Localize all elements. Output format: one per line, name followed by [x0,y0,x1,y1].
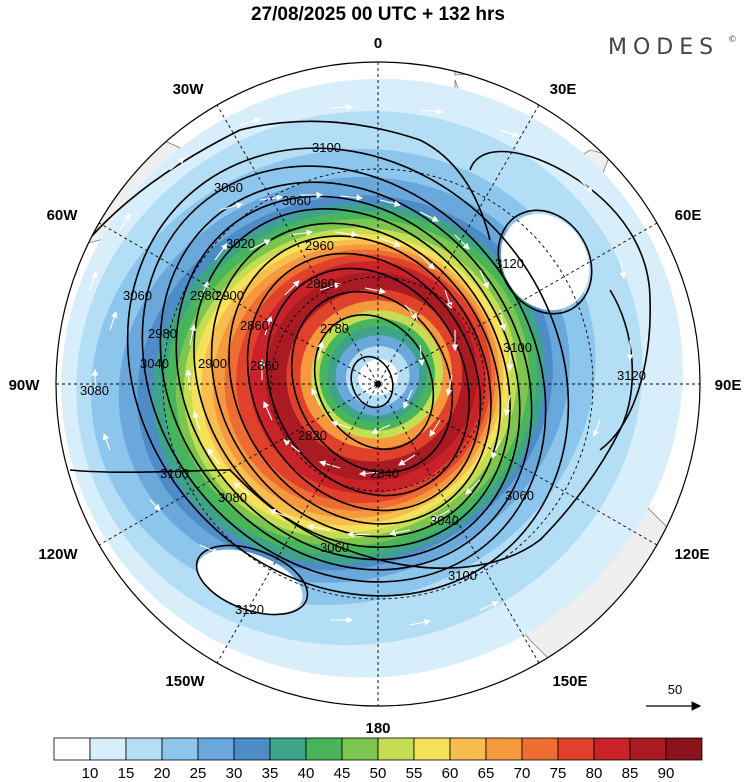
colorbar-tick-label: 85 [622,765,639,782]
contour-label: 3120 [235,602,264,617]
contour-label: 2980 [148,326,177,341]
colorbar-swatch [53,737,91,761]
graticule [56,62,700,706]
contour-label: 2780 [320,321,349,336]
colorbar-tick-label: 55 [406,765,423,782]
calm-area-south [197,549,303,615]
lon-label-120w: 120W [38,546,78,563]
colorbar: 10 15 20 25 30 35 40 45 50 55 60 65 70 75 80 85 90 [53,737,703,782]
chart-title: 27/08/2025 00 UTC + 132 hrs [251,4,505,25]
contour-label: 2840 [370,466,399,481]
colorbar-swatch [89,737,127,761]
colorbar-swatch [197,737,235,761]
colorbar-tick-label: 25 [190,765,207,782]
contour-label-group: 3100 3060 3060 3020 2960 2980 2900 2860 … [80,140,646,617]
wind-vectors [89,103,634,626]
colorbar-swatch [377,737,415,761]
contour-label: 3120 [495,256,524,271]
lon-label-60e: 60E [675,207,702,224]
colorbar-swatch [269,737,307,761]
colorbar-tick-label: 80 [586,765,603,782]
lon-label-60w: 60W [47,207,79,224]
contour-label: 3100 [503,340,532,355]
colorbar-swatch [521,737,559,761]
colorbar-tick-label: 35 [262,765,279,782]
colorbar-tick-label: 50 [370,765,387,782]
colorbar-swatch [341,737,379,761]
contour-label: 3080 [80,383,109,398]
contour-label: 2980 [190,288,219,303]
contour-label: 3040 [140,356,169,371]
contour-label: 3100 [312,140,341,155]
contour-label: 3100 [160,466,189,481]
colorbar-swatch [485,737,523,761]
contour-label: 3060 [282,193,311,208]
colorbar-swatch [557,737,595,761]
contour-label: 3100 [448,568,477,583]
colorbar-tick-label: 10 [82,765,99,782]
colorbar-tick-label: 20 [154,765,171,782]
colorbar-tick-label: 70 [514,765,531,782]
colorbar-swatch [161,737,199,761]
colorbar-tick-label: 65 [478,765,495,782]
contour-label: 3060 [123,288,152,303]
colorbar-swatch [305,737,343,761]
height-contours [69,120,652,616]
contour-label: 2900 [215,288,244,303]
contour-label: 2860 [240,318,269,333]
brand-logo: MODES [608,35,719,60]
colorbar-tick-label: 90 [658,765,675,782]
colorbar-swatch [593,737,631,761]
map-rim [55,61,701,707]
contour-label: 3060 [505,488,534,503]
lon-label-180: 180 [365,720,390,737]
longitude-labels: 0 30E 60E 90E 120E 150E 180 150W 120W 90… [9,35,742,737]
colorbar-tick-label: 75 [550,765,567,782]
contour-label: 2860 [306,276,335,291]
colorbar-swatch [665,737,703,761]
lon-label-90e: 90E [715,377,742,394]
contour-label: 3080 [218,490,247,505]
colorbar-tick-label: 30 [226,765,243,782]
colorbar-swatch [125,737,163,761]
map-content: 3100 3060 3060 3020 2960 2980 2900 2860 … [56,62,700,706]
colorbar-tick-label: 15 [118,765,135,782]
lon-label-30w: 30W [173,81,205,98]
colorbar-swatch [629,737,667,761]
lon-label-90w: 90W [9,377,41,394]
colorbar-swatch [413,737,451,761]
lon-label-150w: 150W [165,673,205,690]
pole-marker [375,381,381,387]
contour-label: 2900 [198,356,227,371]
lon-label-0: 0 [374,35,382,52]
colorbar-tick-label: 40 [298,765,315,782]
contour-label: 3040 [430,513,459,528]
contour-label: 2820 [298,428,327,443]
contour-label: 3060 [320,540,349,555]
colorbar-swatch [233,737,271,761]
contour-label: 2960 [305,238,334,253]
brand-mark: © [728,35,737,45]
contour-label: 3020 [226,236,255,251]
lon-label-150e: 150E [552,673,587,690]
contour-label: 3060 [214,180,243,195]
colorbar-tick-label: 45 [334,765,351,782]
calm-area-east [500,213,590,311]
contour-label: 2860 [250,358,279,373]
wind-reference-label: 50 [668,682,682,697]
lon-label-120e: 120E [674,546,709,563]
contour-label: 3120 [617,368,646,383]
lon-label-30e: 30E [550,81,577,98]
colorbar-tick-label: 60 [442,765,459,782]
colorbar-swatch [449,737,487,761]
